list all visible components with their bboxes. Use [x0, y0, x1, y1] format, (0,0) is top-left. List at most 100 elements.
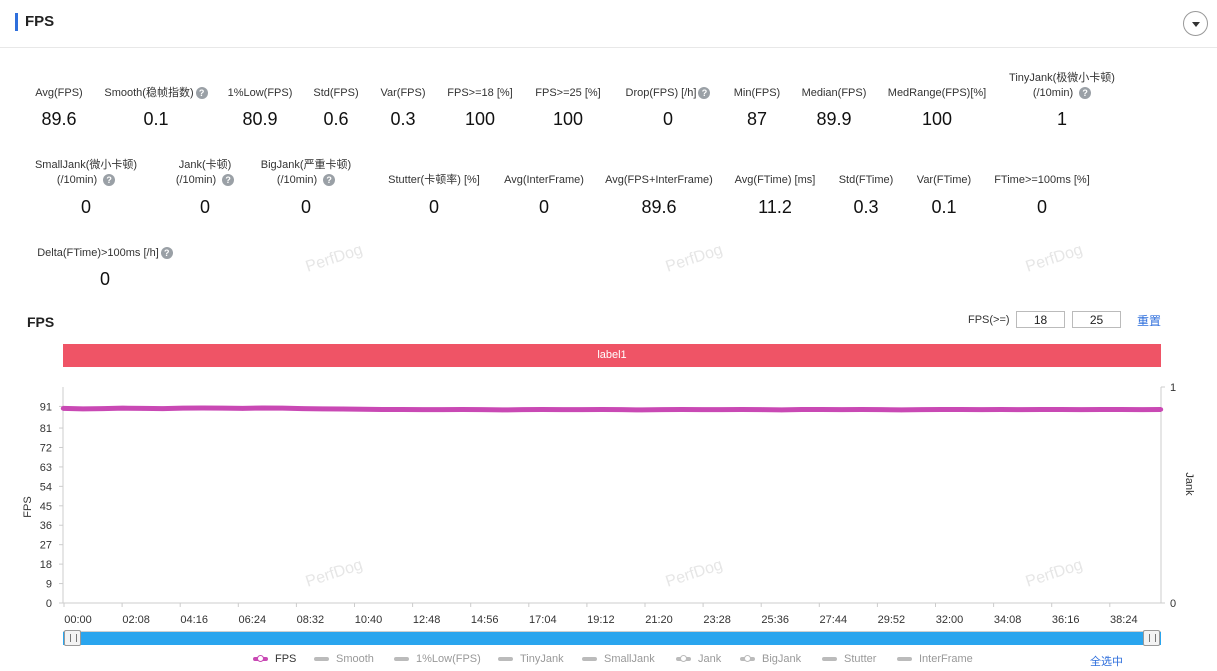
help-icon[interactable]: ?: [222, 174, 235, 187]
x-tick-label: 12:48: [413, 614, 441, 626]
fps-data-point: [519, 407, 525, 412]
legend-symbol-icon: [253, 655, 268, 663]
fps-data-point: [200, 405, 205, 411]
metric-value: 0: [300, 197, 311, 217]
time-range-slider[interactable]: [63, 631, 1161, 645]
metric-label: Std(FTime): [796, 173, 936, 188]
y-tick-label: 0: [46, 598, 52, 610]
help-icon[interactable]: ?: [103, 174, 116, 187]
fps-data-point: [1158, 407, 1164, 412]
x-tick-label: 17:04: [529, 614, 557, 626]
metric-label-text: Smooth(稳帧指数): [104, 87, 194, 99]
metric-card: Delta(FTime)>100ms [/h]? 0: [35, 246, 175, 289]
metric-unit-text: (/10min): [1032, 87, 1074, 99]
fps-data-point: [919, 407, 924, 412]
legend-item[interactable]: Stutter: [822, 653, 876, 667]
x-tick-label: 14:56: [471, 614, 499, 626]
metric-label-text: Min(FPS): [733, 87, 781, 99]
metric-label: Avg(FPS): [0, 86, 129, 101]
section-accent-bar: [15, 13, 18, 31]
metric-label-text: Avg(FPS+InterFrame): [605, 174, 713, 186]
y-tick-label: 63: [40, 462, 52, 474]
legend-item[interactable]: Smooth: [314, 653, 374, 667]
x-tick-label: 29:52: [878, 614, 906, 626]
fps-data-point: [719, 407, 724, 412]
metric-label-text: MedRange(FPS)[%]: [887, 87, 987, 99]
legend-symbol-icon: [498, 657, 513, 662]
metric-label-text: Avg(InterFrame): [504, 174, 584, 186]
fps-data-point: [799, 407, 804, 412]
metric-value: 100: [921, 109, 953, 129]
legend-label: TinyJank: [520, 653, 564, 665]
help-icon[interactable]: ?: [323, 174, 336, 187]
help-icon[interactable]: ?: [698, 87, 711, 100]
legend-item[interactable]: Jank: [676, 653, 721, 667]
fps-data-point: [140, 406, 146, 411]
label-band[interactable]: label1: [63, 344, 1161, 367]
slider-handle-end[interactable]: [1143, 630, 1160, 646]
help-icon[interactable]: ?: [160, 247, 173, 260]
fps-data-point: [420, 407, 425, 412]
metric-label-text: Std(FPS): [313, 87, 359, 99]
slider-handle-start[interactable]: [64, 630, 81, 646]
legend-item[interactable]: 1%Low(FPS): [394, 653, 481, 667]
metric-label-text: FPS>=25 [%]: [535, 87, 601, 99]
legend-label: Stutter: [844, 653, 877, 665]
fps-data-point: [779, 407, 784, 413]
metric-label-text: SmallJank(微小卡顿): [34, 159, 138, 171]
metric-card: BigJank(严重卡顿) (/10min)? 0: [236, 158, 376, 217]
fps-data-point: [280, 405, 285, 411]
metric-card: Avg(FPS+InterFrame) 89.6: [589, 173, 729, 217]
fps-threshold-input-2[interactable]: [1072, 311, 1121, 328]
collapse-toggle-button[interactable]: [1183, 11, 1208, 36]
fps-series-line: [62, 405, 1162, 413]
fps-data-point: [460, 407, 465, 412]
y-tick-label: 36: [40, 520, 52, 532]
legend-item[interactable]: BigJank: [740, 653, 801, 667]
fps-data-point: [220, 405, 225, 411]
legend-item[interactable]: FPS: [253, 653, 296, 667]
fps-data-point: [100, 406, 106, 411]
chart-title: FPS: [27, 314, 55, 330]
metric-card: Jank(卡顿) (/10min)? 0: [135, 158, 275, 217]
fps-data-point: [599, 407, 605, 412]
fps-data-point: [859, 407, 864, 412]
legend-item[interactable]: InterFrame: [897, 653, 973, 667]
fps-data-point: [899, 407, 904, 413]
legend-symbol-icon: [676, 655, 691, 663]
fps-data-point: [60, 406, 66, 411]
fps-data-point: [1098, 407, 1104, 412]
x-tick-label: 02:08: [122, 614, 150, 626]
metric-label-text: Avg(FTime) [ms]: [734, 174, 816, 186]
y-tick-label: 18: [40, 559, 52, 571]
fps-data-point: [959, 407, 964, 412]
metric-label-text: Var(FPS): [380, 87, 426, 99]
metric-value: 0: [1036, 197, 1047, 217]
metric-label-text: Std(FTime): [838, 174, 894, 186]
legend-label: 1%Low(FPS): [416, 653, 481, 665]
fps-data-point: [619, 407, 625, 412]
select-all-button[interactable]: 全选中: [1090, 656, 1123, 668]
fps-data-point: [180, 405, 185, 411]
metric-label-text: Median(FPS): [801, 87, 867, 99]
reset-button[interactable]: 重置: [1137, 314, 1162, 328]
watermark-text: PerfDog: [1023, 241, 1085, 276]
fps-data-point: [80, 406, 86, 412]
help-icon[interactable]: ?: [1079, 87, 1092, 100]
fps-data-point: [1138, 407, 1144, 412]
metric-value: 100: [464, 109, 496, 129]
fps-threshold-input-1[interactable]: [1016, 311, 1065, 328]
metric-card: Smooth(稳帧指数)? 0.1: [86, 86, 226, 129]
legend-item[interactable]: SmallJank: [582, 653, 655, 667]
x-tick-label: 04:16: [180, 614, 208, 626]
metric-value: 87: [746, 109, 768, 129]
metric-label: Std(FPS): [266, 86, 406, 101]
fps-data-point: [320, 406, 325, 412]
metric-label-text: BigJank(严重卡顿): [260, 159, 352, 171]
help-icon[interactable]: ?: [195, 87, 208, 100]
fps-data-point: [480, 407, 485, 412]
legend-label: InterFrame: [919, 653, 973, 665]
legend-item[interactable]: TinyJank: [498, 653, 564, 667]
metric-unit-text: (/10min): [276, 174, 318, 186]
legend-symbol-icon: [822, 657, 837, 662]
